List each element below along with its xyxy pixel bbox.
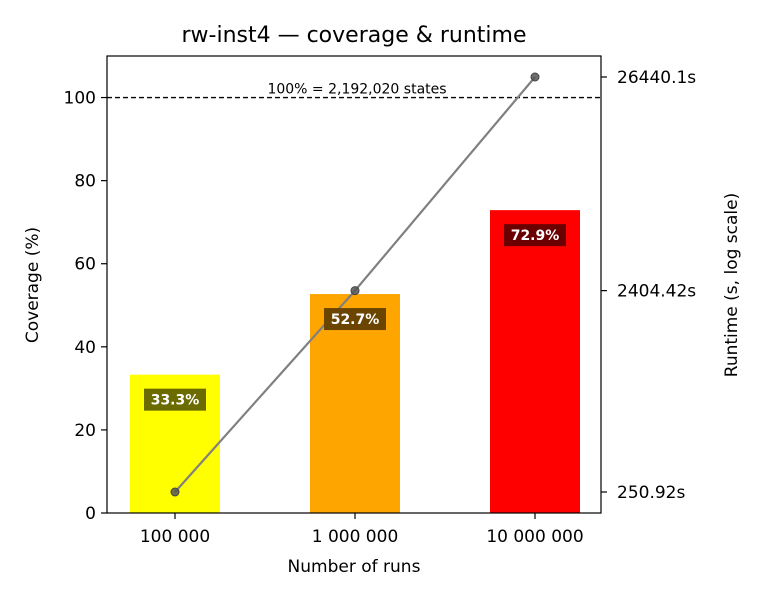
runtime-point-1	[170, 487, 180, 497]
bar-value-label-3: 72.9%	[511, 228, 560, 244]
bar-2	[310, 294, 400, 513]
bar-value-box-2	[324, 308, 386, 331]
bar-value-label-2: 52.7%	[331, 312, 380, 328]
runtime-point-2	[350, 286, 360, 296]
y2-axis-label: Runtime (s, log scale)	[722, 193, 742, 377]
y2-tick-label-1: 2404.42s	[617, 282, 696, 302]
y-axis-ticks: 0 20 40 60 80 100	[64, 89, 107, 524]
y2-tick-label-0: 250.92s	[617, 483, 685, 503]
x-tick-label-0: 100 000	[140, 527, 210, 547]
x-axis-ticks: 100 000 1 000 000 10 000 000	[140, 513, 584, 547]
plot-frame	[106, 55, 602, 514]
reference-line-label: 100% = 2,192,020 states	[267, 82, 446, 98]
x-tick-label-2: 10 000 000	[486, 527, 583, 547]
plot-area: 100% = 2,192,020 states 33.3% 52.7% 72.9%	[107, 72, 601, 513]
y-tick-label-0: 0	[85, 504, 96, 524]
y-tick-label-3: 60	[74, 255, 96, 275]
bar-value-box-3	[504, 224, 566, 247]
y-tick-label-4: 80	[74, 172, 96, 192]
y-tick-label-5: 100	[64, 89, 96, 109]
x-tick-label-1: 1 000 000	[312, 527, 399, 547]
bar-3	[490, 210, 580, 513]
x-axis-label: Number of runs	[288, 557, 421, 577]
bar-value-label-1: 33.3%	[151, 393, 200, 409]
runtime-point-3	[530, 72, 540, 82]
y-tick-label-1: 20	[74, 421, 96, 441]
y-tick-label-2: 40	[74, 338, 96, 358]
y-axis-label: Coverage (%)	[23, 227, 43, 343]
bar-value-box-1	[144, 388, 206, 411]
chart-title: rw-inst4 — coverage & runtime	[181, 23, 526, 48]
y2-tick-label-2: 26440.1s	[617, 68, 696, 88]
y2-axis-ticks: 250.92s 2404.42s 26440.1s	[601, 68, 696, 503]
